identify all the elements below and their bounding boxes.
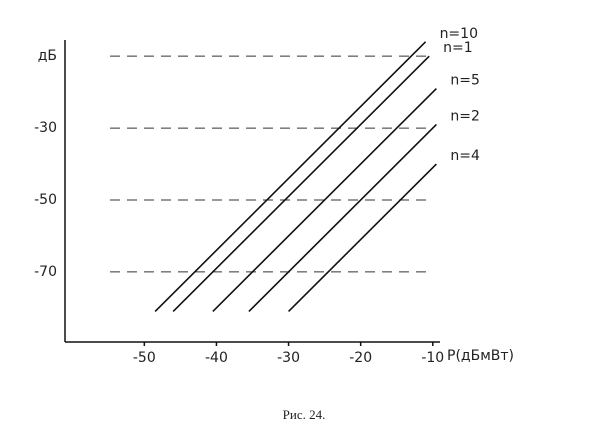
- data-line: [154, 41, 427, 313]
- x-tick-label: -10: [421, 350, 444, 366]
- x-tick-label: -40: [205, 350, 228, 366]
- data-line: [212, 87, 437, 313]
- caption: Рис. 24.: [283, 407, 326, 422]
- data-line: [287, 163, 437, 313]
- x-axis-label: P(дБмВт): [447, 348, 514, 364]
- y-tick-label: -50: [34, 192, 57, 208]
- series-label: n=1: [443, 40, 473, 56]
- series-label: n=5: [450, 73, 480, 89]
- data-line: [172, 55, 430, 313]
- x-tick-label: -20: [349, 350, 372, 366]
- data-line: [248, 123, 437, 313]
- y-tick-label: -70: [34, 264, 57, 280]
- y-tick-label: -30: [34, 120, 57, 136]
- series-label: n=4: [450, 148, 480, 164]
- x-tick-label: -30: [277, 350, 300, 366]
- series-label: n=10: [440, 26, 478, 42]
- x-tick-label: -50: [133, 350, 156, 366]
- y-tick-label: дБ: [38, 48, 57, 64]
- series-label: n=2: [450, 108, 480, 124]
